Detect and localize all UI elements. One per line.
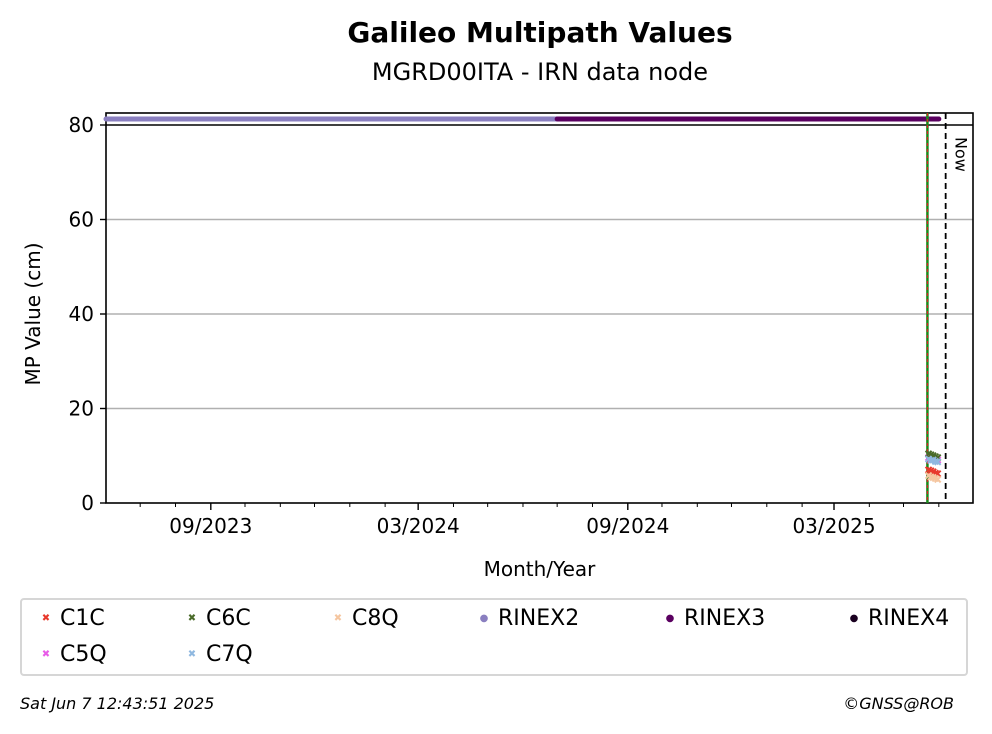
legend-label: C6C xyxy=(206,606,251,631)
legend-label: C7Q xyxy=(206,642,253,667)
legend-label: C5Q xyxy=(60,642,107,667)
data-point-c7q xyxy=(933,458,942,466)
series-c8q xyxy=(924,471,942,484)
legend-label: C1C xyxy=(60,606,105,631)
legend-marker-c6c: ✖ xyxy=(187,612,197,624)
legend-item-rinex2: ● RINEX2 xyxy=(478,606,580,631)
data-point-c8q xyxy=(933,475,942,484)
legend-marker-c1c: ✖ xyxy=(41,612,51,624)
series-c7q xyxy=(924,455,942,466)
y-tick-label: 0 xyxy=(81,491,94,515)
y-tick-label: 40 xyxy=(69,302,94,326)
x-axis-label: Month/Year xyxy=(484,557,597,581)
legend-marker-c7q: ✖ xyxy=(187,648,197,660)
legend-marker-rinex2: ● xyxy=(479,612,489,624)
legend-label: RINEX3 xyxy=(684,606,766,631)
legend-item-c6c: ✖ C6C xyxy=(186,606,251,631)
multipath-chart: 0 20 40 60 80 09/2023 03/2024 09/2024 03/2025 Mon… xyxy=(21,112,974,581)
y-tick-label: 80 xyxy=(69,113,94,137)
plot-frame xyxy=(105,112,974,504)
legend-item-rinex3: ● RINEX3 xyxy=(664,606,766,631)
y-tick-label: 20 xyxy=(69,397,94,421)
legend-label: C8Q xyxy=(352,606,399,631)
legend-item-c1c: ✖ C1C xyxy=(40,606,105,631)
footer-timestamp: Sat Jun 7 12:43:51 2025 xyxy=(20,694,215,713)
legend-item-rinex4: ● RINEX4 xyxy=(848,606,950,631)
legend-item-c7q: ✖ C7Q xyxy=(186,642,253,667)
legend-marker-c8q: ✖ xyxy=(333,612,343,624)
legend-marker-rinex4: ● xyxy=(849,612,859,624)
x-tick-label: 03/2024 xyxy=(377,514,460,538)
chart-subtitle: MGRD00ITA - IRN data node xyxy=(371,58,709,86)
y-axis-label: MP Value (cm) xyxy=(21,242,45,385)
legend-marker-c5q: ✖ xyxy=(41,648,51,660)
legend-marker-rinex3: ● xyxy=(665,612,675,624)
x-tick-label: 09/2023 xyxy=(169,514,252,538)
x-tick-label: 03/2025 xyxy=(792,514,875,538)
legend-label: RINEX4 xyxy=(868,606,950,631)
chart-title: Galileo Multipath Values xyxy=(347,16,733,49)
legend-item-c5q: ✖ C5Q xyxy=(40,642,107,667)
chart-legend: ✖ C1C ✖ C6C ✖ C8Q ● RINEX2 ● RINEX3 ● RINEX4 ✖ C5Q ✖ C7… xyxy=(20,598,968,676)
now-label: Now xyxy=(952,137,971,172)
y-tick-label: 60 xyxy=(69,208,94,232)
x-tick-label: 09/2024 xyxy=(586,514,669,538)
footer-credit: ©GNSS@ROB xyxy=(843,694,954,713)
legend-label: RINEX2 xyxy=(498,606,580,631)
legend-item-c8q: ✖ C8Q xyxy=(332,606,399,631)
